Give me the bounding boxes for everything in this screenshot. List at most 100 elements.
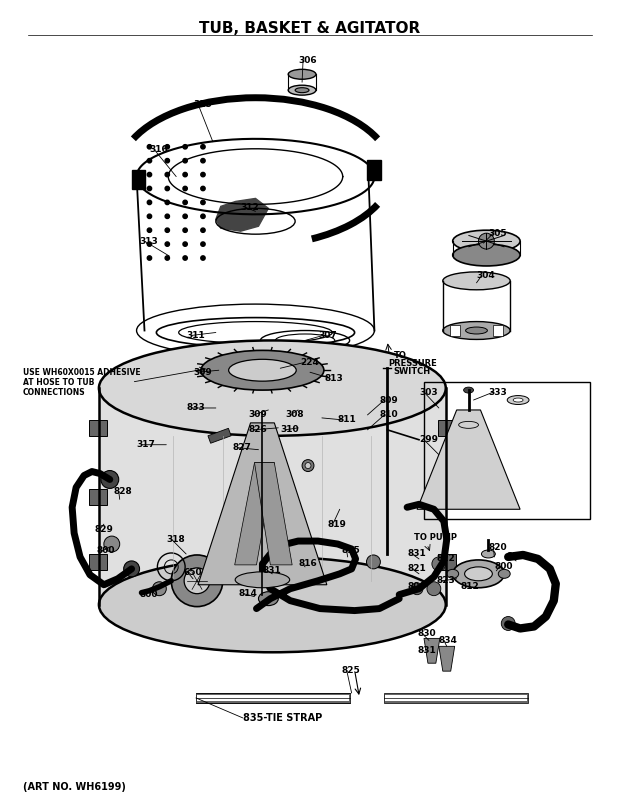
Polygon shape <box>254 463 292 565</box>
Bar <box>208 428 231 443</box>
Circle shape <box>411 582 423 595</box>
Circle shape <box>165 214 169 218</box>
Bar <box>385 695 527 701</box>
Bar <box>438 489 456 506</box>
Ellipse shape <box>259 591 278 606</box>
Text: 800: 800 <box>407 582 425 591</box>
Circle shape <box>183 172 187 177</box>
Text: 827: 827 <box>232 443 252 452</box>
Circle shape <box>104 536 120 552</box>
Bar <box>131 170 146 189</box>
Text: 809: 809 <box>379 396 398 404</box>
Ellipse shape <box>507 396 529 404</box>
Bar <box>89 420 107 436</box>
Text: 825: 825 <box>342 666 360 675</box>
Text: 814: 814 <box>239 589 257 598</box>
Text: 224: 224 <box>300 358 319 366</box>
Circle shape <box>183 159 187 163</box>
Circle shape <box>165 242 169 246</box>
Circle shape <box>101 471 118 489</box>
Circle shape <box>366 555 380 569</box>
Polygon shape <box>198 423 327 585</box>
Text: 812: 812 <box>461 582 479 591</box>
Circle shape <box>123 561 140 577</box>
Circle shape <box>201 256 205 260</box>
Bar <box>384 693 528 703</box>
Ellipse shape <box>443 321 510 340</box>
Bar <box>368 159 381 180</box>
Text: 304: 304 <box>477 271 495 281</box>
Polygon shape <box>439 646 454 671</box>
Ellipse shape <box>453 560 504 587</box>
Text: 312: 312 <box>241 203 259 212</box>
Circle shape <box>148 242 152 246</box>
Text: 833: 833 <box>186 404 205 413</box>
Circle shape <box>183 256 187 260</box>
Ellipse shape <box>235 572 290 587</box>
Text: 333: 333 <box>489 388 507 396</box>
Text: 318: 318 <box>166 535 185 544</box>
Circle shape <box>148 256 152 260</box>
Text: AT HOSE TO TUB: AT HOSE TO TUB <box>22 378 94 387</box>
Bar <box>424 382 590 519</box>
Circle shape <box>432 557 446 571</box>
Ellipse shape <box>464 388 474 393</box>
Circle shape <box>148 186 152 191</box>
Circle shape <box>201 228 205 232</box>
Text: 309: 309 <box>193 368 212 377</box>
Text: 815: 815 <box>342 547 360 556</box>
Text: 824: 824 <box>506 553 525 561</box>
Bar <box>89 489 107 506</box>
Text: 821: 821 <box>407 565 426 574</box>
Text: 307: 307 <box>318 331 337 340</box>
Bar <box>89 554 107 570</box>
Text: 831: 831 <box>417 646 436 654</box>
Circle shape <box>479 233 494 249</box>
Circle shape <box>165 186 169 191</box>
Text: 828: 828 <box>114 487 133 496</box>
Circle shape <box>165 228 169 232</box>
Polygon shape <box>235 463 274 565</box>
Text: 820: 820 <box>489 543 507 552</box>
Bar <box>196 693 350 703</box>
Bar <box>438 554 456 570</box>
Circle shape <box>148 228 152 232</box>
Text: TUB, BASKET & AGITATOR: TUB, BASKET & AGITATOR <box>200 21 420 36</box>
Circle shape <box>201 172 205 177</box>
Text: CONNECTIONS: CONNECTIONS <box>22 388 85 396</box>
Ellipse shape <box>466 327 487 334</box>
Text: 831: 831 <box>407 549 426 558</box>
Circle shape <box>171 555 223 607</box>
Circle shape <box>165 145 169 149</box>
Text: 800: 800 <box>97 547 115 556</box>
Bar <box>494 324 503 337</box>
Text: 305: 305 <box>489 229 507 238</box>
Circle shape <box>165 172 169 177</box>
Text: 823: 823 <box>437 576 456 585</box>
Ellipse shape <box>498 570 510 578</box>
Text: 822: 822 <box>437 554 456 563</box>
Ellipse shape <box>99 341 446 436</box>
Circle shape <box>305 463 311 468</box>
Text: TO: TO <box>394 351 407 360</box>
Text: 830: 830 <box>417 629 436 638</box>
Ellipse shape <box>447 570 459 578</box>
Ellipse shape <box>482 550 495 558</box>
Ellipse shape <box>288 70 316 79</box>
Circle shape <box>165 159 169 163</box>
Bar <box>438 420 456 436</box>
Circle shape <box>148 214 152 218</box>
Text: 303: 303 <box>419 388 438 396</box>
Text: PRESSURE: PRESSURE <box>388 358 437 368</box>
Circle shape <box>184 568 210 594</box>
Circle shape <box>201 242 205 246</box>
Polygon shape <box>424 638 440 663</box>
Text: 650: 650 <box>183 569 202 578</box>
Circle shape <box>148 200 152 205</box>
Ellipse shape <box>229 359 296 381</box>
Text: 313: 313 <box>140 236 158 246</box>
Circle shape <box>183 200 187 205</box>
Text: SWITCH: SWITCH <box>393 366 430 375</box>
Text: 800: 800 <box>140 591 158 599</box>
Bar <box>450 324 459 337</box>
